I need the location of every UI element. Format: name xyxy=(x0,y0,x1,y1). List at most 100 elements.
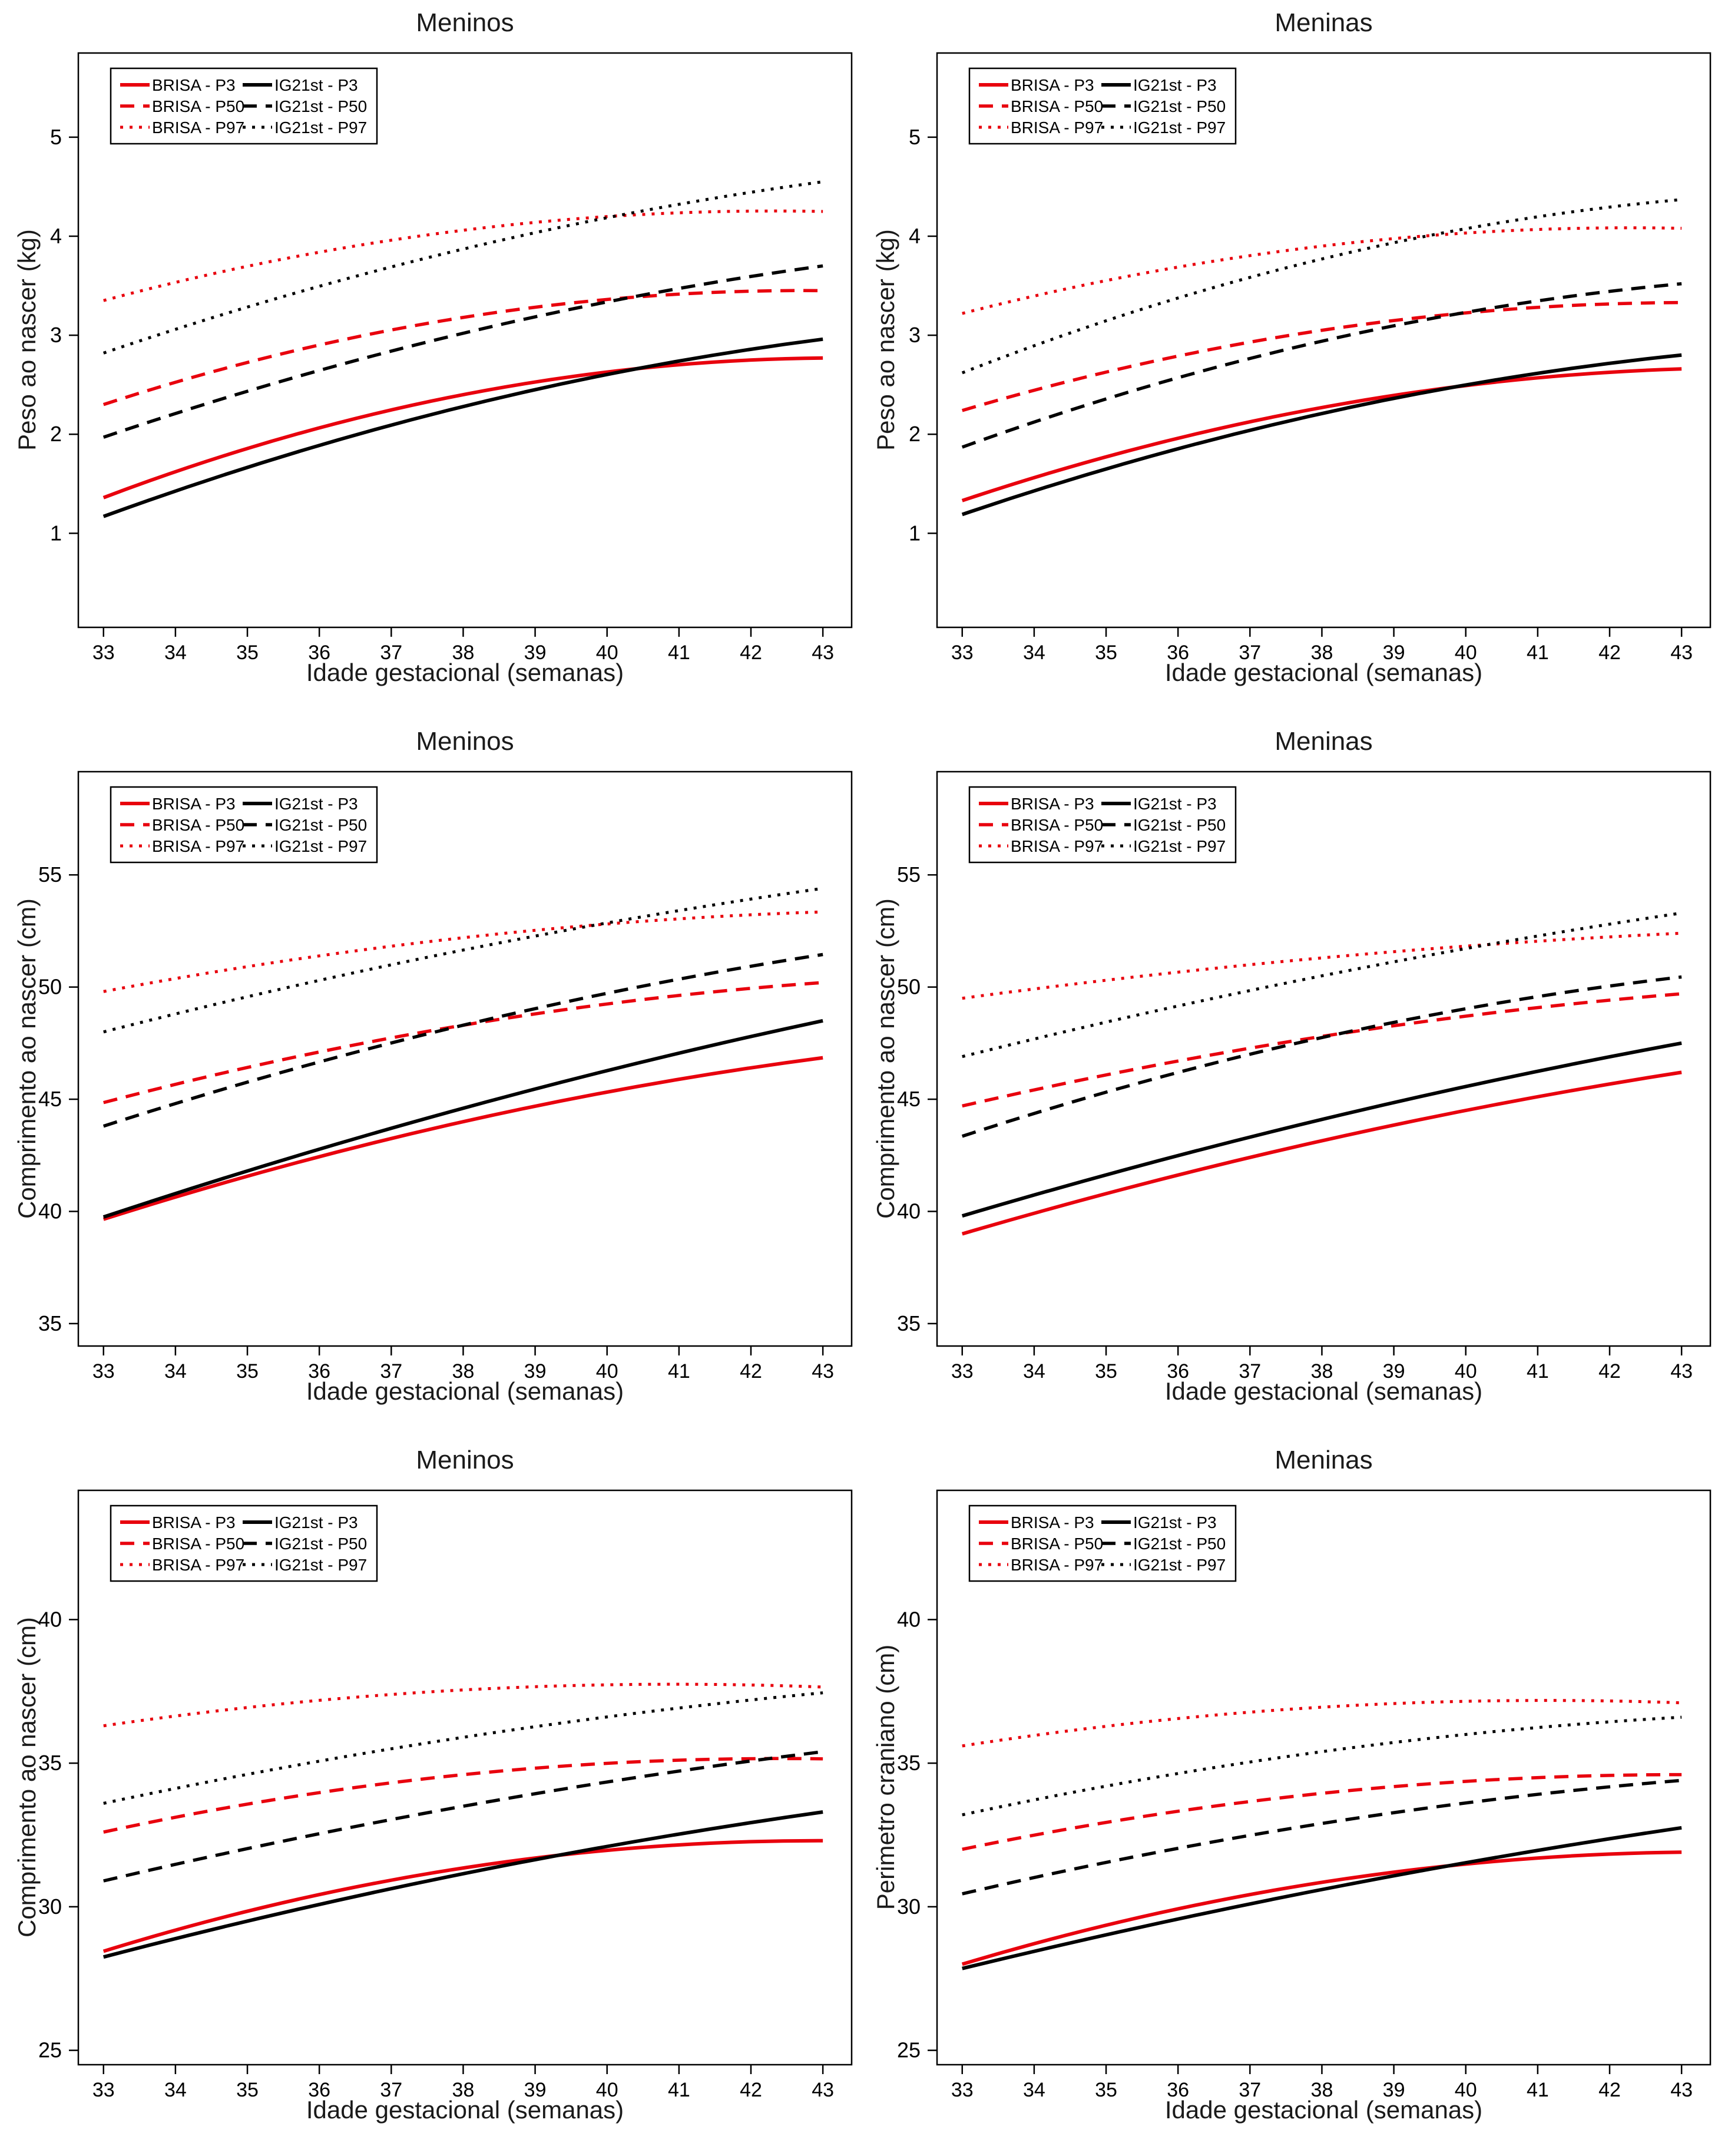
legend-label: BRISA - P50 xyxy=(1011,816,1103,834)
series-line-IG21st-P97 xyxy=(962,911,1682,1059)
plot-border xyxy=(936,771,1712,1347)
y-tick-label: 3 xyxy=(909,323,921,347)
legend-label: BRISA - P97 xyxy=(152,118,244,137)
x-tick-label: 39 xyxy=(524,1360,547,1383)
series-line-IG21st-P3 xyxy=(961,1041,1682,1218)
series-line-IG21st-P97 xyxy=(103,887,823,1034)
series-line-BRISA-P3 xyxy=(102,1838,823,1953)
legend-label: IG21st - P97 xyxy=(274,1556,367,1574)
plot-svg: 33 34 35 36 37 38 39 40 41 42 43 35 40 45 50 55 BRISA - … xyxy=(897,771,1712,1383)
series-line-IG21st-P50 xyxy=(102,953,823,1128)
x-tick-label: 33 xyxy=(951,2079,974,2101)
y-tick-label: 40 xyxy=(38,1199,62,1223)
x-tick-label: 42 xyxy=(1598,2079,1621,2101)
y-tick-label: 50 xyxy=(38,975,62,999)
x-tick-label: 33 xyxy=(92,2079,115,2101)
legend-label: BRISA - P97 xyxy=(152,1556,244,1574)
x-tick-label: 37 xyxy=(1239,641,1261,664)
y-tick-label: 40 xyxy=(897,1607,921,1631)
x-tick-label: 41 xyxy=(1527,1360,1549,1383)
plot-svg: 33 34 35 36 37 38 39 40 41 42 43 25 30 35 40 BRISA - P3… xyxy=(38,1489,853,2101)
x-tick-label: 41 xyxy=(668,2079,690,2101)
x-tick-label: 38 xyxy=(1311,1360,1333,1383)
x-tick-label: 40 xyxy=(596,2079,618,2101)
x-tick-label: 35 xyxy=(1095,2079,1117,2101)
x-tick-label: 34 xyxy=(1023,2079,1045,2101)
legend-label: BRISA - P97 xyxy=(1011,1556,1103,1574)
x-tick-label: 34 xyxy=(164,1360,187,1383)
legend-label: BRISA - P50 xyxy=(1011,97,1103,115)
y-tick-label: 25 xyxy=(38,2038,62,2062)
x-tick-label: 41 xyxy=(1527,641,1549,664)
plot-border xyxy=(77,1489,853,2066)
series-line-IG21st-P97 xyxy=(962,1715,1682,1817)
x-tick-label: 35 xyxy=(1095,641,1117,664)
y-tick-label: 5 xyxy=(909,125,921,149)
y-tick-label: 50 xyxy=(897,975,921,999)
x-tick-label: 39 xyxy=(1383,641,1405,664)
x-tick-label: 43 xyxy=(1670,1360,1693,1383)
x-axis-label: Idade gestacional (semanas) xyxy=(1164,659,1483,686)
series-line-IG21st-P50 xyxy=(961,282,1682,449)
x-tick-label: 36 xyxy=(308,641,330,664)
x-tick-label: 34 xyxy=(1023,1360,1045,1383)
chart-panel-comprimento-meninos: Meninos Comprimento ao nascer (cm) 33 34 3… xyxy=(0,719,859,1437)
panel-title: Meninos xyxy=(416,1446,514,1474)
series-line-BRISA-P3 xyxy=(102,1056,823,1221)
chart-panel-comprimento-meninas: Meninas Comprimento ao nascer (cm) 33 34 3… xyxy=(859,719,1717,1437)
y-tick-label: 35 xyxy=(897,1311,921,1335)
panel-title: Meninas xyxy=(1275,8,1373,37)
series-line-IG21st-P50 xyxy=(962,1778,1682,1896)
chart-panel-peso-meninas: Meninas Peso ao nascer (kg) 33 34 35 36 37 38… xyxy=(859,0,1717,719)
series-line-IG21st-P3 xyxy=(961,353,1682,517)
series-line-BRISA-P3 xyxy=(961,367,1682,502)
panel-title: Meninas xyxy=(1275,1446,1373,1474)
series-line-IG21st-P50 xyxy=(102,264,823,439)
plot-border xyxy=(77,771,853,1347)
series-line-IG21st-P97 xyxy=(961,198,1682,375)
x-axis-label: Idade gestacional (semanas) xyxy=(1164,2096,1483,2124)
series-line-BRISA-P97 xyxy=(103,209,823,302)
y-tick-label: 30 xyxy=(897,1894,921,1919)
series-line-BRISA-P97 xyxy=(962,226,1682,315)
chart-panel-craniano-meninas: Meninas Perimetro craniano (cm) 33 34 35 36… xyxy=(859,1437,1717,2156)
chart-panel-craniano-meninos: Meninos Comprimento ao nascer (cm) 33 34 3… xyxy=(0,1437,859,2156)
x-tick-label: 42 xyxy=(740,2079,762,2101)
legend-label: BRISA - P97 xyxy=(152,837,244,855)
x-tick-label: 40 xyxy=(1455,1360,1477,1383)
legend-label: BRISA - P3 xyxy=(1011,1513,1094,1532)
x-axis-label: Idade gestacional (semanas) xyxy=(306,659,624,686)
x-tick-label: 36 xyxy=(308,1360,330,1383)
y-tick-label: 35 xyxy=(897,1751,921,1775)
y-tick-label: 40 xyxy=(897,1199,921,1223)
x-tick-label: 43 xyxy=(812,2079,834,2101)
series-line-BRISA-P50 xyxy=(962,992,1682,1108)
x-tick-label: 39 xyxy=(1383,2079,1405,2101)
x-tick-label: 40 xyxy=(596,1360,618,1383)
x-tick-label: 33 xyxy=(92,1360,115,1383)
series-line-IG21st-P3 xyxy=(102,1810,823,1959)
legend-label: IG21st - P3 xyxy=(1133,1513,1217,1532)
plot-border xyxy=(936,1489,1712,2066)
legend-label: BRISA - P50 xyxy=(1011,1535,1103,1553)
y-tick-label: 35 xyxy=(38,1751,62,1775)
legend-label: BRISA - P3 xyxy=(1011,795,1094,813)
x-tick-label: 37 xyxy=(380,2079,402,2101)
y-tick-label: 2 xyxy=(909,422,921,446)
y-tick-label: 45 xyxy=(38,1087,62,1111)
x-tick-label: 39 xyxy=(1383,1360,1405,1383)
chart-panel-peso-meninos: Meninos Peso ao nascer (kg) 33 34 35 36 37 38… xyxy=(0,0,859,719)
x-tick-label: 42 xyxy=(740,641,762,664)
legend-label: BRISA - P50 xyxy=(152,1535,244,1553)
series-line-BRISA-P50 xyxy=(103,1757,823,1834)
x-tick-label: 34 xyxy=(164,641,187,664)
x-tick-label: 38 xyxy=(1311,2079,1333,2101)
legend-label: IG21st - P50 xyxy=(274,97,367,115)
legend-label: IG21st - P50 xyxy=(1133,816,1226,834)
x-tick-label: 43 xyxy=(1670,2079,1693,2101)
legend-label: BRISA - P3 xyxy=(152,1513,236,1532)
x-tick-label: 36 xyxy=(1167,641,1189,664)
legend-label: IG21st - P3 xyxy=(1133,76,1217,94)
y-tick-label: 30 xyxy=(38,1894,62,1919)
